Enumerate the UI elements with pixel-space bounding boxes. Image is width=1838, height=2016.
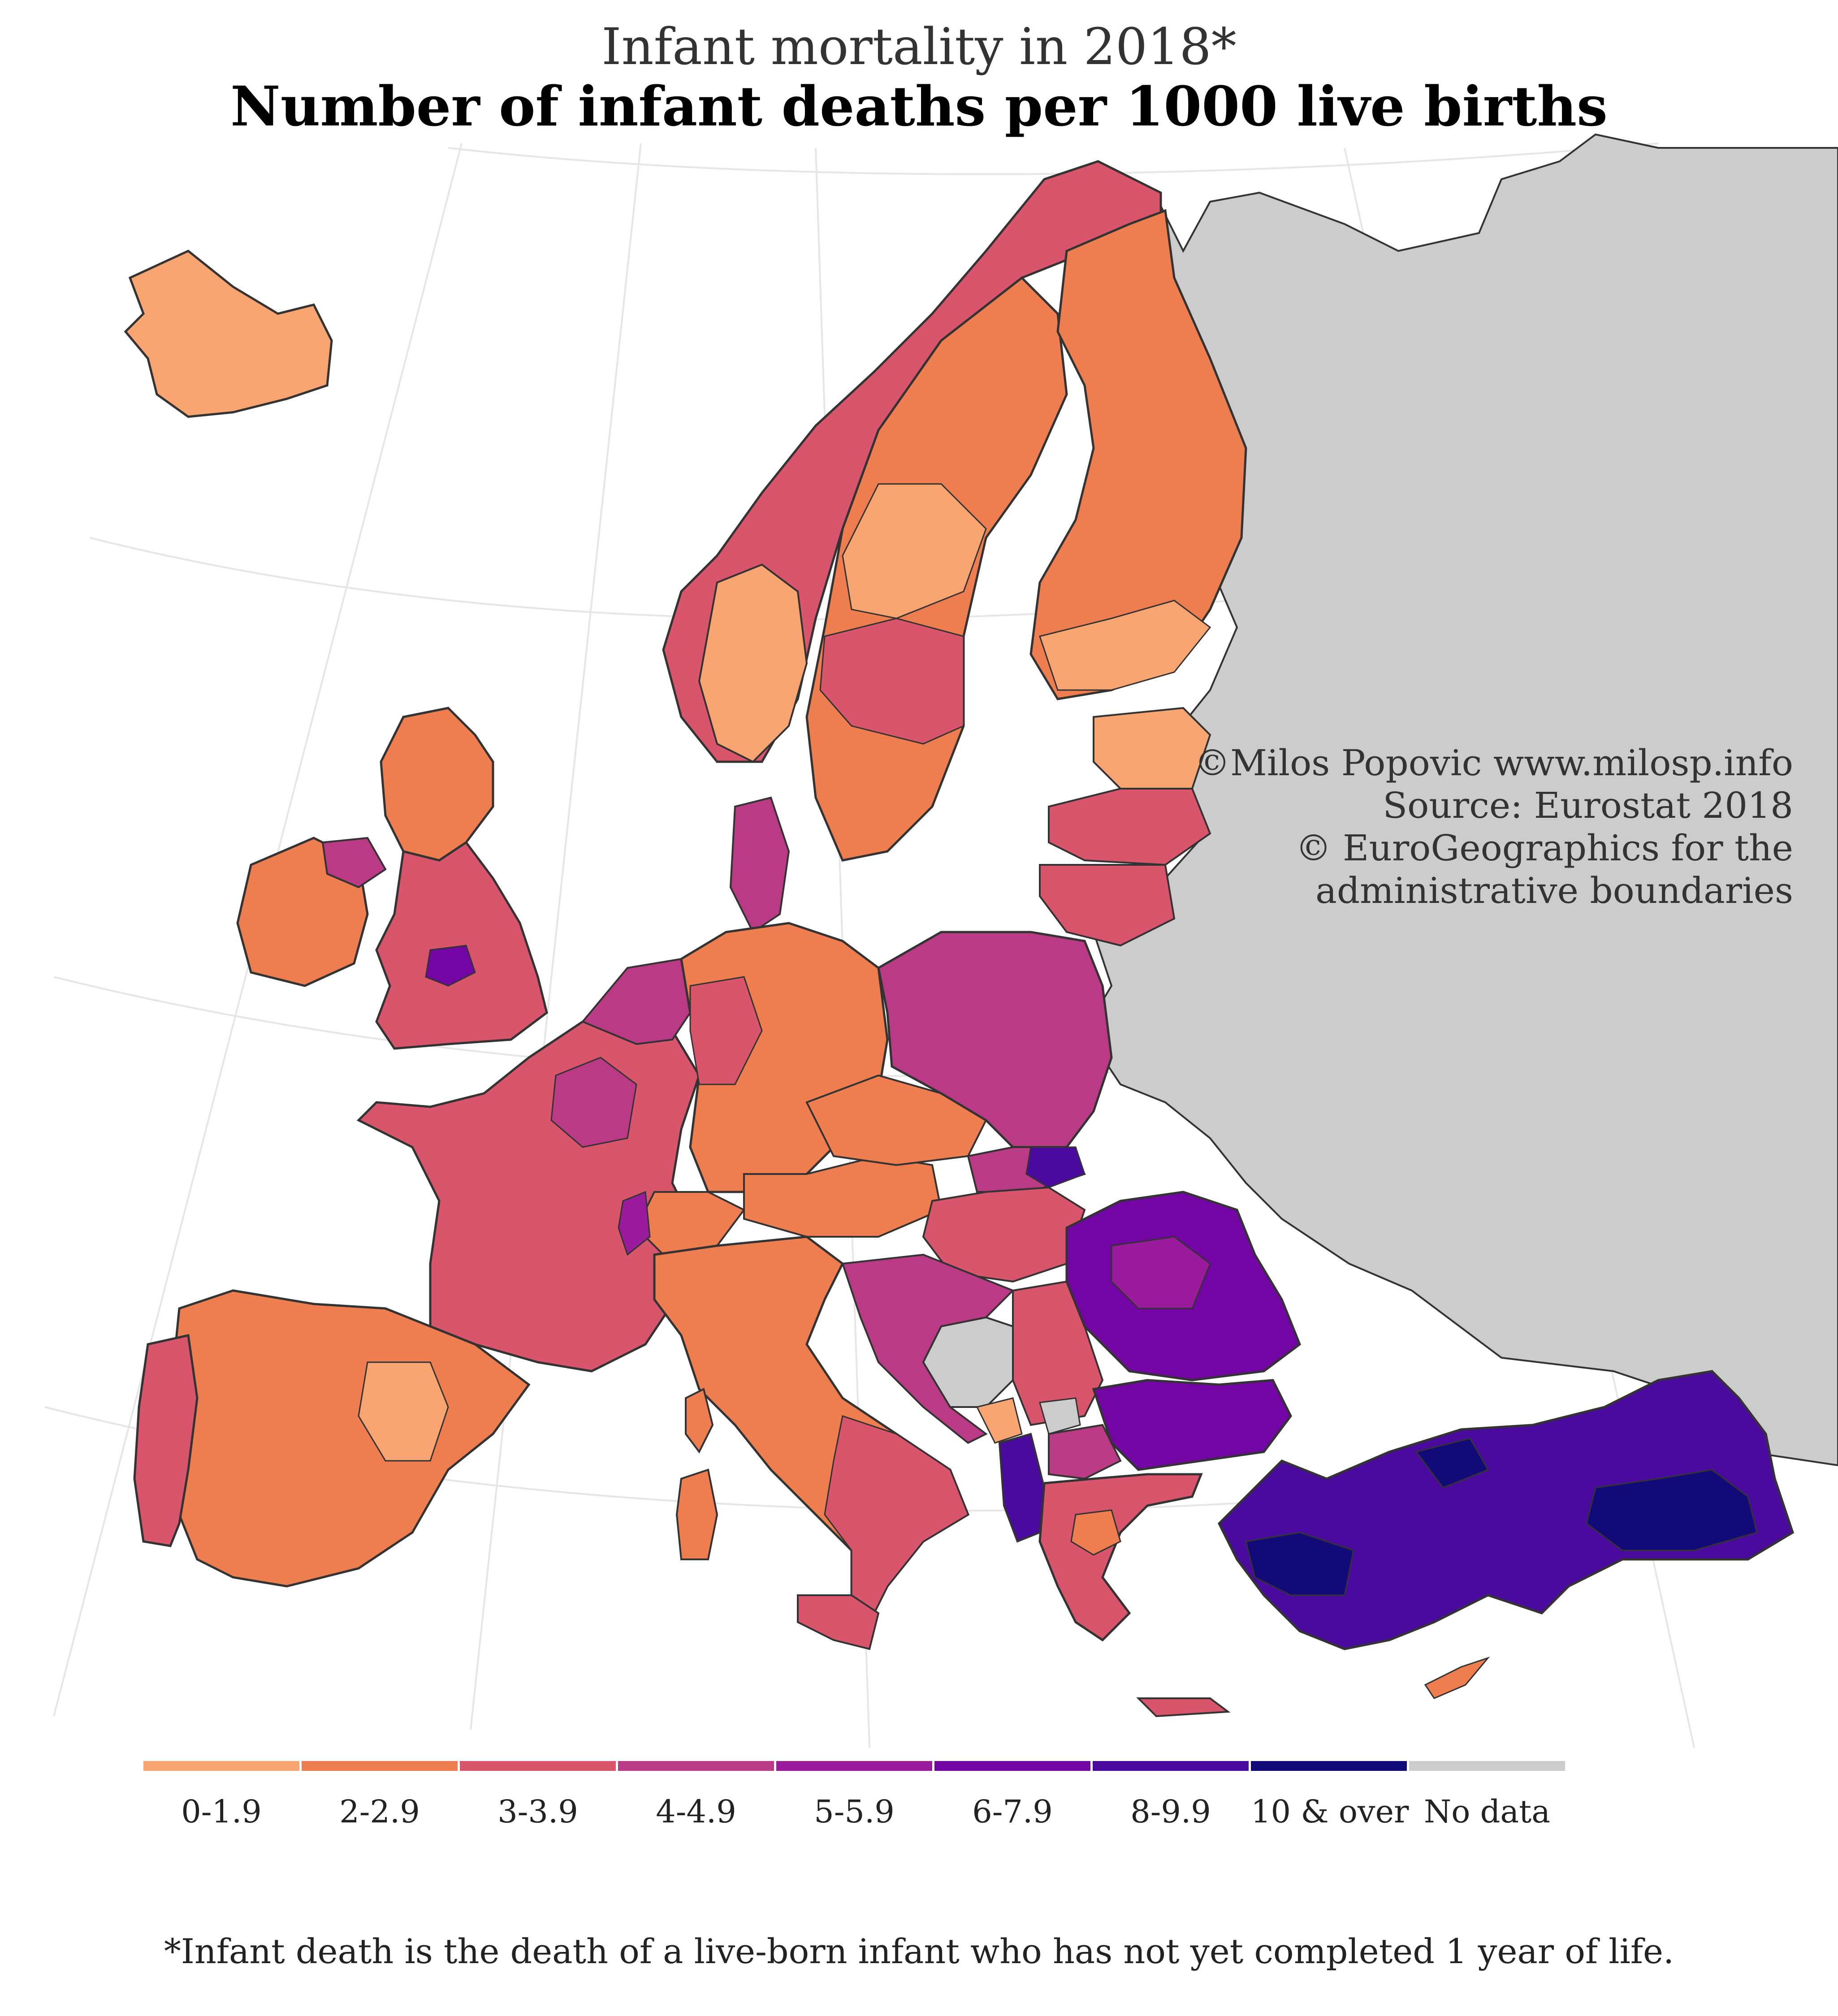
legend-item: 8-9.9 xyxy=(1093,1761,1249,1855)
region-slovakia-east xyxy=(1025,1146,1086,1188)
region-albania xyxy=(998,1433,1046,1543)
region-bosnia-nodata xyxy=(922,1316,1014,1408)
region-sweden-middle xyxy=(842,483,987,619)
legend-label: No data xyxy=(1423,1793,1551,1830)
region-turkey-southwest xyxy=(1245,1532,1354,1596)
map-footnote: *Infant death is the death of a live-bor… xyxy=(164,1931,1674,1971)
legend-swatch xyxy=(776,1761,932,1771)
credit-boundaries: © EuroGeographics for the xyxy=(1295,827,1793,869)
legend-swatch xyxy=(143,1761,299,1771)
region-bulgaria xyxy=(1092,1379,1292,1471)
region-lithuania xyxy=(1039,864,1176,947)
region-france-east xyxy=(550,1057,637,1148)
legend-label: 0-1.9 xyxy=(181,1793,262,1830)
legend-item: 2-2.9 xyxy=(302,1761,458,1855)
region-corsica xyxy=(685,1388,714,1454)
region-turkey-north xyxy=(1415,1438,1489,1489)
legend-label: 4-4.9 xyxy=(656,1793,736,1830)
region-geneva xyxy=(618,1191,651,1256)
region-greece-center xyxy=(1070,1509,1121,1556)
legend-label: 5-5.9 xyxy=(814,1793,895,1830)
legend-swatch xyxy=(618,1761,774,1771)
region-finland-south xyxy=(1039,600,1211,691)
legend-swatch xyxy=(302,1761,458,1771)
legend-swatch xyxy=(1251,1761,1407,1771)
credit-source: Source: Eurostat 2018 xyxy=(1383,785,1793,826)
region-sicily xyxy=(797,1594,880,1650)
legend-label: 2-2.9 xyxy=(339,1793,420,1830)
region-scotland xyxy=(380,707,494,862)
no-data-region-east xyxy=(1083,133,1838,1467)
region-kosovo-nodata xyxy=(1039,1397,1081,1435)
region-turkey-east xyxy=(1586,1469,1758,1551)
legend-label: 8-9.9 xyxy=(1130,1793,1211,1830)
region-latvia xyxy=(1048,788,1211,866)
region-crete xyxy=(1136,1697,1231,1718)
legend-item: 3-3.9 xyxy=(460,1761,616,1855)
legend-item: No data xyxy=(1409,1761,1565,1855)
legend-swatch xyxy=(1409,1761,1565,1771)
region-iceland xyxy=(124,250,333,418)
region-north-macedonia xyxy=(1048,1424,1122,1480)
credit-boundaries-cont: administrative boundaries xyxy=(1315,870,1793,911)
region-germany-west xyxy=(689,976,763,1085)
region-sweden-south xyxy=(819,617,964,745)
legend-item: 10 & over xyxy=(1251,1761,1409,1855)
region-norway-south xyxy=(698,563,808,763)
region-cyprus xyxy=(1424,1656,1490,1699)
credit-author: ©Milos Popovic www.milosp.info xyxy=(1194,742,1793,784)
map-subtitle: Infant mortality in 2018* xyxy=(601,18,1237,76)
region-northern-ireland xyxy=(321,837,387,889)
legend-swatch xyxy=(1093,1761,1249,1771)
region-estonia xyxy=(1093,707,1211,790)
region-greece xyxy=(1038,1473,1203,1642)
map-title: Number of infant deaths per 1000 live bi… xyxy=(230,74,1608,138)
legend-label: 3-3.9 xyxy=(497,1793,578,1830)
region-denmark xyxy=(729,796,790,933)
region-england-midlands xyxy=(425,945,476,987)
region-spain-center xyxy=(358,1361,449,1462)
legend-item: 4-4.9 xyxy=(618,1761,774,1855)
region-sardinia xyxy=(675,1468,718,1560)
legend-label: 6-7.9 xyxy=(972,1793,1053,1830)
region-portugal xyxy=(133,1334,199,1547)
map-credits: ©Milos Popovic www.milosp.info Source: E… xyxy=(1194,742,1793,912)
region-poland xyxy=(877,931,1113,1148)
legend-swatch xyxy=(460,1761,616,1771)
region-france xyxy=(356,1002,701,1373)
legend-label: 10 & over xyxy=(1251,1793,1409,1830)
region-montenegro xyxy=(976,1397,1023,1444)
choropleth-map xyxy=(44,133,1838,1748)
region-turkey xyxy=(1217,1370,1795,1650)
legend-item: 5-5.9 xyxy=(776,1761,932,1855)
region-romania-center xyxy=(1111,1236,1211,1309)
map-legend: 0-1.9 2-2.9 3-3.9 4-4.9 5-5.9 6-7.9 8-9.9 10 & … xyxy=(143,1761,1569,1855)
legend-swatch xyxy=(934,1761,1090,1771)
legend-item: 0-1.9 xyxy=(143,1761,299,1855)
legend-item: 6-7.9 xyxy=(934,1761,1090,1855)
region-italy-south xyxy=(824,1415,969,1623)
region-czechia xyxy=(805,1074,987,1166)
